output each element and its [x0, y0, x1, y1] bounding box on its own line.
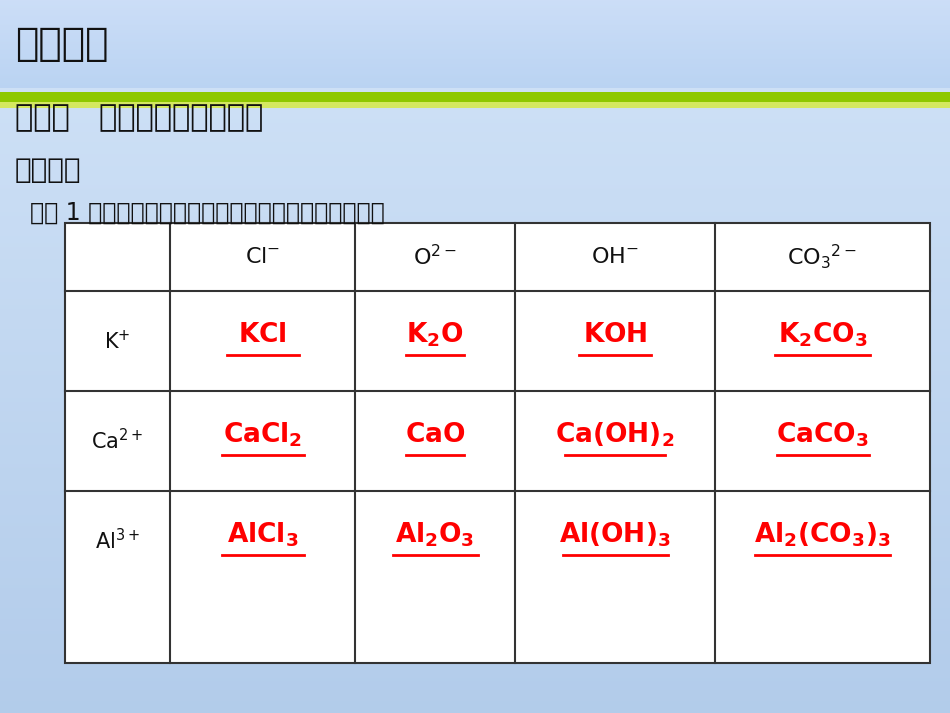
Text: $\mathbf{Al_2O_3}$: $\mathbf{Al_2O_3}$: [395, 520, 475, 549]
Text: 课堂演练: 课堂演练: [15, 25, 108, 63]
Text: $\mathrm{Cl}^{-}$: $\mathrm{Cl}^{-}$: [245, 247, 280, 267]
Text: $\mathbf{KCl}$: $\mathbf{KCl}$: [238, 322, 287, 348]
Text: $\mathrm{OH}^{-}$: $\mathrm{OH}^{-}$: [591, 247, 639, 267]
Text: $\mathbf{Al(OH)_3}$: $\mathbf{Al(OH)_3}$: [560, 520, 671, 549]
Text: 典例精练: 典例精练: [15, 156, 82, 184]
Text: $\mathbf{Al_2(CO_3)_3}$: $\mathbf{Al_2(CO_3)_3}$: [754, 520, 891, 549]
Text: 新知一   根据化合价写化学式: 新知一 根据化合价写化学式: [15, 103, 263, 133]
FancyBboxPatch shape: [65, 223, 930, 663]
Text: $\mathrm{K}^{+}$: $\mathrm{K}^{+}$: [104, 329, 131, 353]
Text: $\mathbf{CaO}$: $\mathbf{CaO}$: [405, 422, 466, 448]
Text: 【例 1 】写出由下列离子或根组成的化合物的化学式。: 【例 1 】写出由下列离子或根组成的化合物的化学式。: [30, 201, 385, 225]
Text: $\mathrm{Al}^{3+}$: $\mathrm{Al}^{3+}$: [95, 528, 140, 553]
Text: $\mathbf{Ca(OH)_2}$: $\mathbf{Ca(OH)_2}$: [556, 421, 674, 449]
Text: $\mathrm{Ca}^{2+}$: $\mathrm{Ca}^{2+}$: [91, 429, 143, 453]
Text: $\mathbf{CaCl_2}$: $\mathbf{CaCl_2}$: [223, 421, 302, 449]
Text: $\mathbf{K_2CO_3}$: $\mathbf{K_2CO_3}$: [778, 321, 867, 349]
Text: $\mathrm{CO_3}^{2-}$: $\mathrm{CO_3}^{2-}$: [788, 242, 858, 272]
FancyBboxPatch shape: [0, 92, 950, 102]
Text: $\mathrm{O}^{2-}$: $\mathrm{O}^{2-}$: [413, 245, 457, 270]
Text: $\mathbf{K_2O}$: $\mathbf{K_2O}$: [407, 321, 464, 349]
Text: $\mathbf{KOH}$: $\mathbf{KOH}$: [582, 322, 647, 348]
Text: $\mathbf{AlCl_3}$: $\mathbf{AlCl_3}$: [227, 520, 298, 549]
Text: $\mathbf{CaCO_3}$: $\mathbf{CaCO_3}$: [776, 421, 869, 449]
FancyBboxPatch shape: [0, 102, 950, 108]
